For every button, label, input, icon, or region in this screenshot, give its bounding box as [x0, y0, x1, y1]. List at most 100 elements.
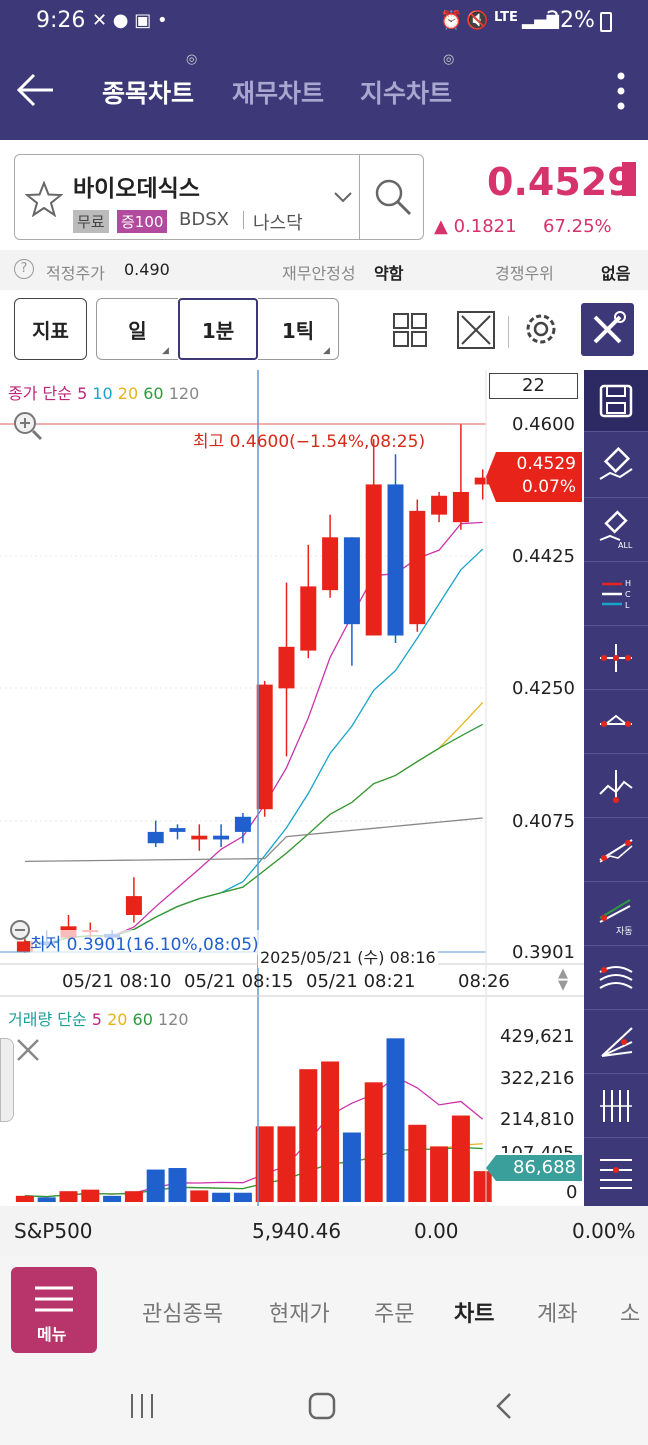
settings-gear-icon[interactable]: [522, 310, 560, 348]
stock-selector[interactable]: 바이오데식스 무료 증100 BDSX 나스닥: [14, 154, 424, 240]
crosshair-draw-icon: [600, 643, 632, 672]
side-drawer-handle[interactable]: [0, 1038, 14, 1122]
candle-count-box[interactable]: 22: [489, 373, 578, 399]
nav-order[interactable]: 주문: [374, 1302, 415, 1327]
star-icon[interactable]: [25, 181, 63, 217]
indicator-button[interactable]: 지표: [14, 298, 87, 360]
menu-button[interactable]: 메뉴: [11, 1267, 97, 1353]
period-day-button[interactable]: 일: [96, 298, 178, 360]
candle-body: [409, 510, 426, 625]
layout-grid-icon[interactable]: [392, 312, 428, 348]
volume-legend[interactable]: 거래량 단순 5 20 60 120: [8, 1006, 189, 1030]
tools-icon: [593, 311, 626, 344]
tab-stock-chart[interactable]: 종목차트: [102, 79, 195, 108]
price-bar-indicator: [622, 162, 636, 196]
horizontal-line-tool[interactable]: [584, 690, 648, 754]
auto-trend-tool[interactable]: 자동: [584, 882, 648, 946]
x-tick: 08:26: [458, 971, 510, 992]
volume-bar: [451, 1115, 470, 1202]
price-legend[interactable]: 종가 단순 5 10 20 60 120: [8, 380, 199, 404]
fan-tool[interactable]: [584, 1010, 648, 1074]
close-icon[interactable]: [14, 1036, 42, 1064]
candle-body: [147, 831, 164, 844]
candle-body: [365, 484, 382, 636]
ma120-label: 120: [168, 384, 200, 403]
nav-current-price[interactable]: 현재가: [269, 1302, 330, 1327]
period-1tick-button[interactable]: 1틱: [258, 298, 339, 360]
trend-line-tool[interactable]: [584, 818, 648, 882]
lte-icon: LTE: [494, 10, 518, 25]
index-ticker-row[interactable]: S&P500 5,940.46 0.00 0.00%: [0, 1206, 648, 1256]
price-change: ▲ 0.1821: [434, 216, 517, 237]
arc-tool[interactable]: [584, 946, 648, 1010]
scroll-arrows-icon[interactable]: ▲ ▼: [558, 966, 568, 993]
fan-lines-icon: [601, 1026, 633, 1057]
y-tick: 0.4075: [512, 811, 575, 832]
chart-area[interactable]: 종가 단순 5 10 20 60 120 22 최고 0.4600(−1.54%…: [0, 370, 584, 1206]
candle-body: [278, 646, 295, 689]
stock-ticker: BDSX: [179, 209, 229, 230]
hamburger-icon: [35, 1286, 73, 1312]
nav-account[interactable]: 계좌: [537, 1302, 578, 1327]
status-icons-left: ✕ ● ▣ •: [92, 10, 168, 31]
index-change: 0.00: [414, 1219, 459, 1243]
y-tick: 0.4600: [512, 414, 575, 435]
volume-bar: [212, 1192, 231, 1202]
channel-tool[interactable]: [584, 1138, 648, 1206]
stock-market: 나스닥: [253, 213, 303, 234]
battery-level: 22%: [546, 8, 595, 33]
candle-body: [234, 816, 251, 832]
fair-price-label: 적정주가: [46, 264, 105, 283]
financial-stability-label: 재무안정성: [282, 264, 356, 283]
candle-body: [431, 495, 448, 515]
volume-bar: [81, 1189, 100, 1202]
zoom-in-icon[interactable]: [12, 410, 44, 442]
vol-ma120-label: 120: [157, 1010, 189, 1029]
zoom-out-icon[interactable]: [8, 918, 36, 946]
volume-bar: [168, 1168, 187, 1202]
volume-bar: [473, 1171, 492, 1202]
back-arrow-icon[interactable]: [16, 72, 56, 108]
tab-finance-chart[interactable]: 재무차트: [232, 79, 325, 108]
auto-trend-icon: 자동: [599, 898, 633, 936]
status-time: 9:26: [36, 8, 86, 33]
eraser-all-tool[interactable]: ALL: [584, 498, 648, 562]
search-icon[interactable]: [373, 177, 413, 217]
candle-body: [16, 941, 33, 952]
back-icon[interactable]: [494, 1392, 514, 1420]
volume-bar: [430, 1146, 449, 1202]
save-tool[interactable]: [584, 370, 648, 432]
period-1min-button[interactable]: 1분: [178, 298, 258, 360]
fullscreen-icon[interactable]: [456, 310, 496, 350]
nav-watchlist[interactable]: 관심종목: [142, 1302, 223, 1327]
stock-name: 바이오데식스: [73, 176, 200, 202]
cycle-lines-tool[interactable]: [584, 1074, 648, 1138]
help-icon[interactable]: ?: [14, 259, 34, 279]
divider: [359, 155, 360, 239]
nav-more-partial[interactable]: 소: [620, 1302, 641, 1327]
candle-body: [169, 828, 186, 832]
financial-stability-value: 약함: [374, 264, 404, 283]
candle-body: [213, 835, 230, 840]
cycle-lines-icon: [600, 1089, 632, 1122]
vertical-line-tool[interactable]: [584, 754, 648, 818]
eraser-tool[interactable]: [584, 432, 648, 498]
save-icon: [599, 384, 633, 417]
home-icon[interactable]: [308, 1392, 336, 1420]
tools-button[interactable]: [581, 303, 634, 356]
vol-tick: 322,216: [500, 1068, 575, 1089]
volume-bar: [342, 1132, 361, 1202]
more-menu-icon[interactable]: [614, 70, 628, 112]
crosshair-tool[interactable]: [584, 626, 648, 690]
high-price-label: 최고 0.4600(−1.54%,08:25): [193, 432, 426, 452]
tab-index-chart[interactable]: 지수차트: [360, 79, 453, 108]
low-price-label: 최저 0.3901(16.10%,08:05): [30, 930, 259, 955]
chevron-down-icon[interactable]: [333, 191, 353, 203]
alarm-icon: ⏰: [440, 10, 463, 31]
candle-body: [343, 537, 360, 625]
period-1min-label: 1분: [201, 318, 235, 343]
recent-apps-icon[interactable]: [128, 1392, 156, 1420]
nav-chart[interactable]: 차트: [454, 1302, 495, 1327]
